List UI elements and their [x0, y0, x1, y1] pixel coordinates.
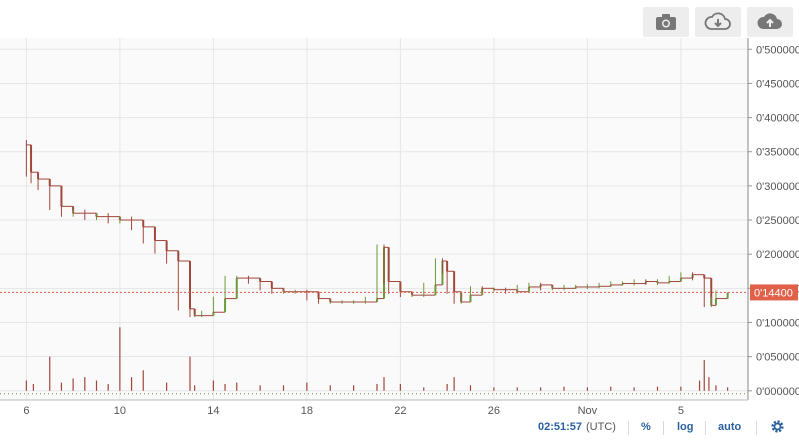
- y-tick-label: 0'100000: [756, 317, 799, 329]
- gear-icon: [771, 420, 784, 433]
- separator: [705, 421, 706, 435]
- log-scale-button[interactable]: log: [677, 421, 694, 433]
- y-tick-label: 0'200000: [756, 249, 799, 261]
- y-tick-label: 0'350000: [756, 147, 799, 159]
- download-button[interactable]: [695, 7, 741, 37]
- y-tick-label: 0'500000: [756, 44, 799, 56]
- percent-scale-button[interactable]: %: [641, 421, 651, 433]
- y-tick-label: 0'250000: [756, 215, 799, 227]
- separator: [663, 421, 664, 435]
- y-tick-label: 0'400000: [756, 113, 799, 125]
- y-tick-label: 0'450000: [756, 78, 799, 90]
- x-tick-label: Nov: [578, 405, 598, 416]
- chart-toolbar: [643, 7, 793, 37]
- auto-scale-button[interactable]: auto: [718, 421, 742, 433]
- y-tick-label: 0'050000: [756, 352, 799, 364]
- separator: [756, 421, 757, 435]
- settings-button[interactable]: [770, 419, 785, 437]
- camera-icon: [656, 14, 676, 30]
- x-tick-label: 26: [488, 405, 500, 416]
- separator: [628, 421, 629, 435]
- x-tick-label: 22: [394, 405, 406, 416]
- status-bar: 02:51:57 (UTC) % log auto: [0, 416, 799, 440]
- x-tick-label: 18: [301, 405, 313, 416]
- plot-area: [0, 38, 748, 400]
- last-price-badge: [750, 284, 798, 301]
- upload-button[interactable]: [747, 7, 793, 37]
- cloud-download-icon: [704, 12, 731, 30]
- snapshot-button[interactable]: [643, 7, 689, 37]
- x-tick-label: 5: [678, 405, 684, 416]
- y-tick-label: 0'300000: [756, 181, 799, 193]
- price-chart[interactable]: 0'0000000'0500000'1000000'1500000'200000…: [0, 38, 799, 416]
- cloud-upload-icon: [757, 13, 782, 29]
- y-tick-label: 0'000000: [756, 386, 799, 398]
- x-tick-label: 14: [207, 405, 219, 416]
- clock-time: 02:51:57: [538, 421, 583, 433]
- last-price-label: 0'14400: [754, 287, 793, 299]
- x-tick-label: 6: [23, 405, 29, 416]
- clock-timezone: (UTC): [586, 421, 616, 433]
- x-tick-label: 10: [114, 405, 126, 416]
